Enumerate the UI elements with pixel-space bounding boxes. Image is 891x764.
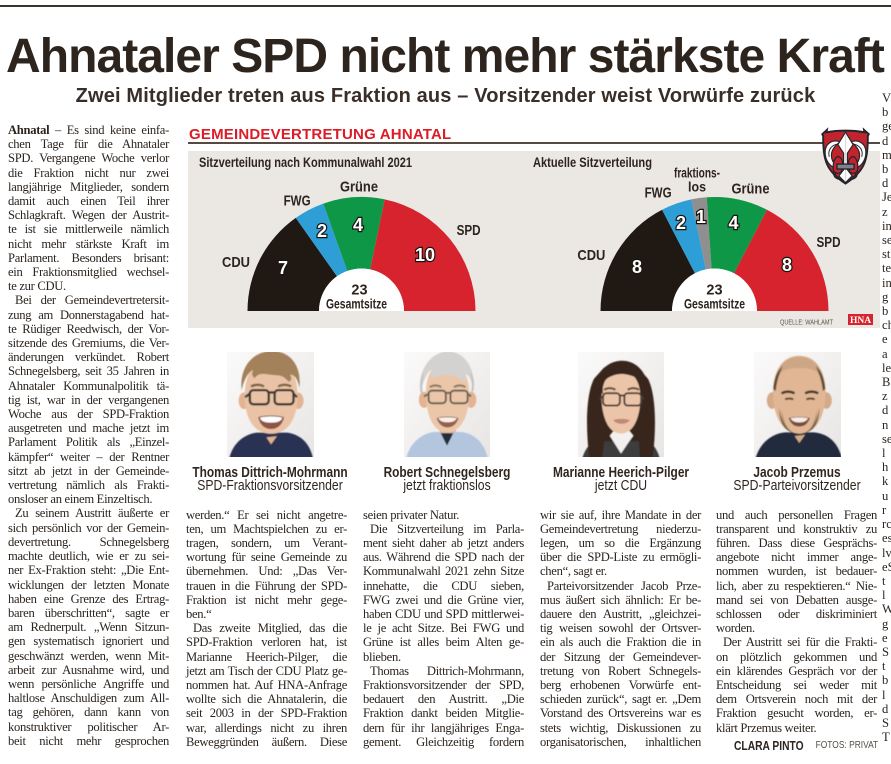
svg-text:Gesamtsitze: Gesamtsitze bbox=[326, 296, 387, 312]
svg-text:Sitzverteilung nach Kommunalwa: Sitzverteilung nach Kommunalwahl 2021 bbox=[199, 155, 412, 170]
svg-text:Aktuelle Sitzverteilung: Aktuelle Sitzverteilung bbox=[533, 155, 652, 170]
svg-text:HNA: HNA bbox=[850, 316, 871, 326]
svg-text:fraktions-: fraktions- bbox=[674, 166, 720, 181]
svg-text:8: 8 bbox=[782, 255, 792, 275]
svg-text:SPD: SPD bbox=[817, 234, 841, 251]
svg-text:SPD: SPD bbox=[457, 222, 481, 239]
svg-text:QUELLE: WAHLAMT: QUELLE: WAHLAMT bbox=[780, 318, 833, 327]
svg-text:Grüne: Grüne bbox=[340, 179, 378, 196]
svg-text:4: 4 bbox=[728, 213, 738, 233]
svg-text:7: 7 bbox=[278, 258, 288, 278]
svg-text:CDU: CDU bbox=[222, 254, 250, 271]
svg-text:1: 1 bbox=[696, 207, 706, 227]
svg-text:2: 2 bbox=[317, 221, 327, 241]
svg-text:Grüne: Grüne bbox=[732, 181, 770, 198]
svg-text:Gesamtsitze: Gesamtsitze bbox=[684, 296, 745, 312]
svg-text:23: 23 bbox=[706, 283, 722, 299]
svg-text:2: 2 bbox=[676, 213, 686, 233]
svg-text:CDU: CDU bbox=[577, 247, 605, 264]
svg-text:23: 23 bbox=[351, 283, 367, 299]
svg-text:FWG: FWG bbox=[284, 192, 311, 209]
svg-text:los: los bbox=[688, 180, 706, 195]
svg-text:8: 8 bbox=[632, 257, 642, 277]
svg-text:FWG: FWG bbox=[645, 184, 672, 201]
svg-text:10: 10 bbox=[415, 245, 435, 265]
svg-text:4: 4 bbox=[353, 215, 363, 235]
